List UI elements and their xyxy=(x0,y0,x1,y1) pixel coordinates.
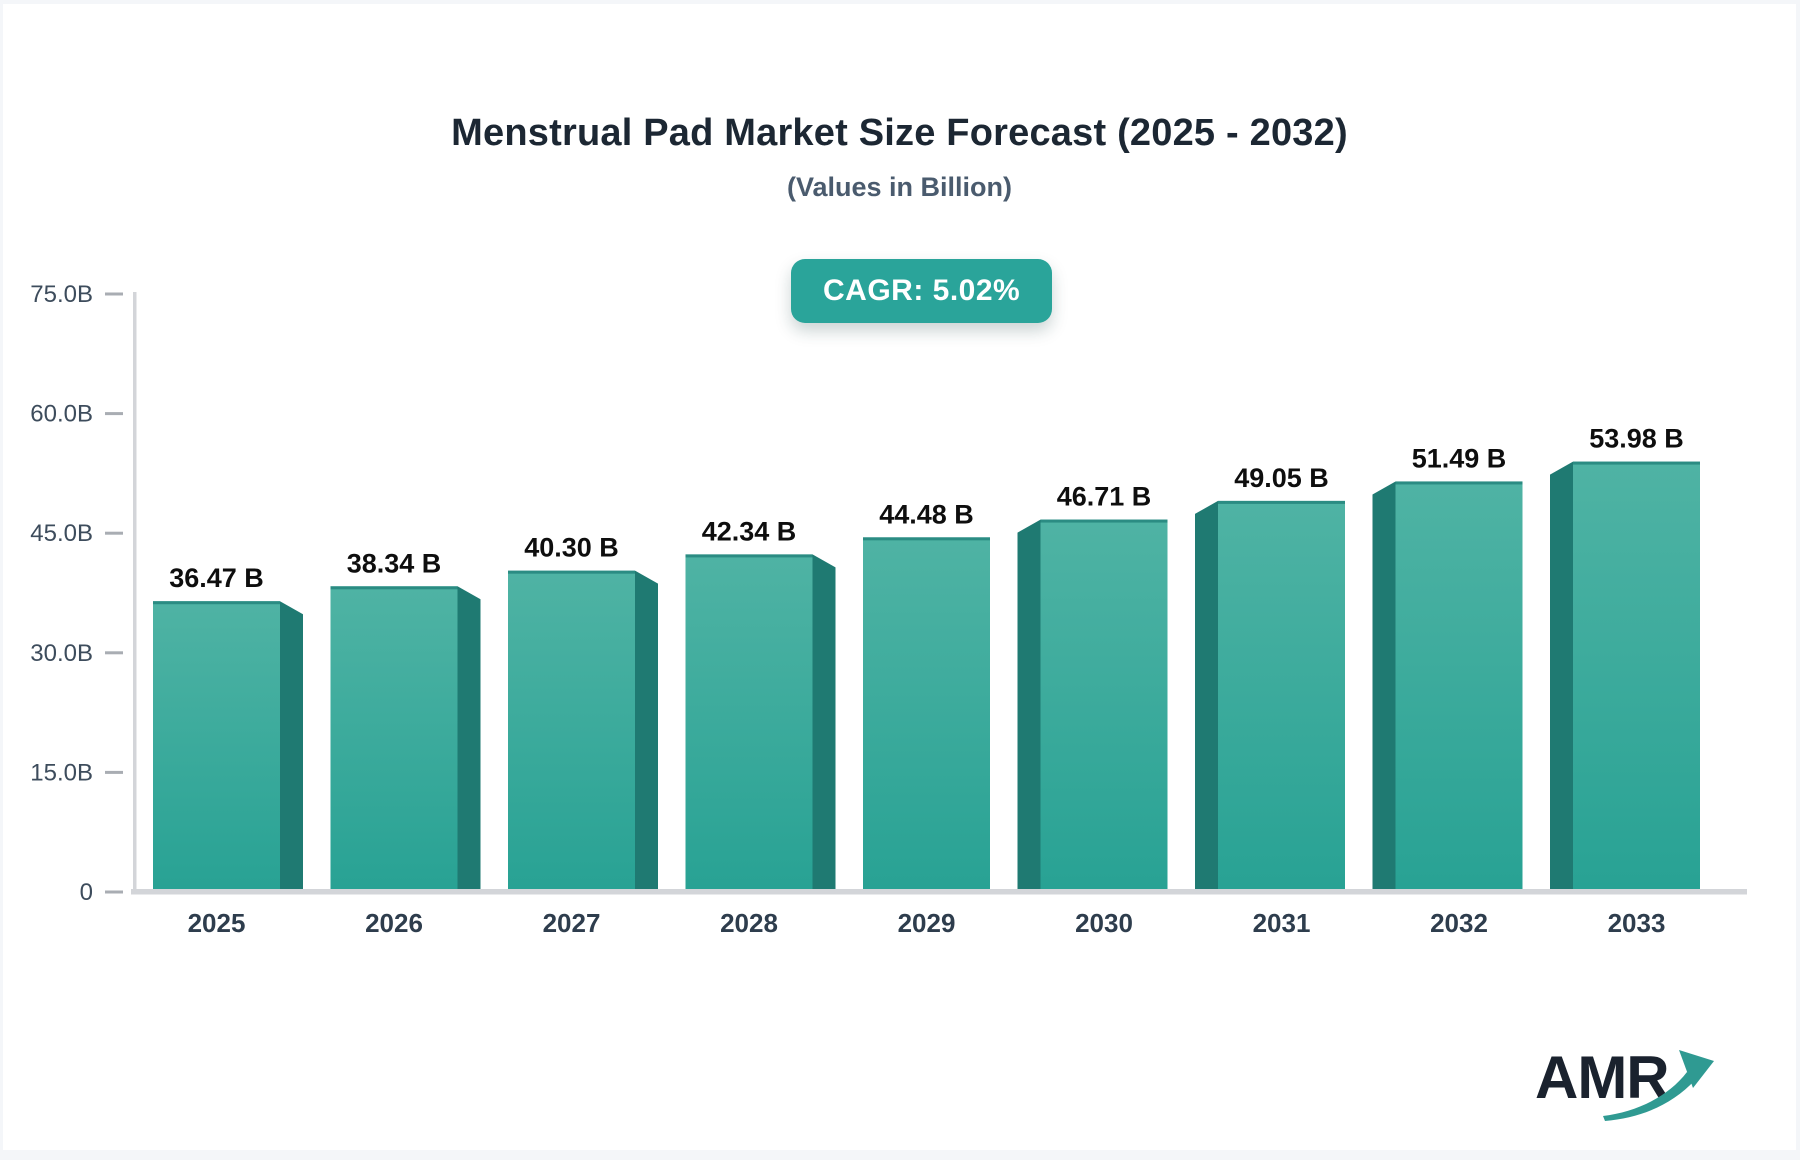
x-label-2033: 2033 xyxy=(1608,908,1666,938)
ytick-dash-60.0B xyxy=(105,412,123,415)
cagr-badge: CAGR: 5.02% xyxy=(791,259,1052,323)
bar-2025 xyxy=(153,601,280,890)
ytick-dash-15.0B xyxy=(105,771,123,774)
ytick-label-60.0B: 60.0B xyxy=(30,401,93,428)
bar-2028 xyxy=(686,554,813,890)
x-label-2025: 2025 xyxy=(188,908,246,938)
ytick-dash-30.0B xyxy=(105,651,123,654)
bar-side-2032 xyxy=(1373,481,1396,890)
x-label-2029: 2029 xyxy=(898,908,956,938)
ytick-dash-0 xyxy=(105,891,123,894)
amr-logo: AMR xyxy=(1535,1040,1725,1130)
growth-arrow-icon xyxy=(1601,1040,1717,1126)
bar-value-label-2027: 40.30 B xyxy=(524,533,619,563)
bar-top-edge-2032 xyxy=(1396,481,1523,484)
x-label-2032: 2032 xyxy=(1430,908,1488,938)
bar-2032 xyxy=(1396,481,1523,890)
bar-value-label-2025: 36.47 B xyxy=(169,563,264,593)
x-label-2027: 2027 xyxy=(543,908,601,938)
bar-2026 xyxy=(331,586,458,890)
bar-value-label-2032: 51.49 B xyxy=(1412,443,1507,473)
ytick-label-45.0B: 45.0B xyxy=(30,520,93,547)
bar-side-2027 xyxy=(635,571,658,890)
bar-side-2028 xyxy=(813,554,836,890)
x-label-2028: 2028 xyxy=(720,908,778,938)
chart-title: Menstrual Pad Market Size Forecast (2025… xyxy=(3,112,1796,155)
x-label-2026: 2026 xyxy=(365,908,423,938)
bar-top-edge-2025 xyxy=(153,601,280,604)
bar-2031 xyxy=(1218,501,1345,890)
bar-top-edge-2033 xyxy=(1573,462,1700,465)
bar-side-2030 xyxy=(1018,520,1041,890)
bar-top-edge-2030 xyxy=(1041,520,1168,523)
x-axis-line xyxy=(131,889,1747,895)
bar-value-label-2033: 53.98 B xyxy=(1589,424,1684,454)
bar-2029 xyxy=(863,537,990,890)
bar-side-2031 xyxy=(1195,501,1218,890)
ytick-dash-45.0B xyxy=(105,532,123,535)
bar-side-2033 xyxy=(1550,462,1573,890)
bar-2027 xyxy=(508,571,635,890)
bar-value-label-2030: 46.71 B xyxy=(1057,482,1152,512)
bar-side-2025 xyxy=(280,601,303,890)
bar-top-edge-2029 xyxy=(863,537,990,540)
bar-top-edge-2026 xyxy=(331,586,458,589)
ytick-dash-75.0B xyxy=(105,293,123,296)
bar-top-edge-2027 xyxy=(508,571,635,574)
bar-value-label-2029: 44.48 B xyxy=(879,499,974,529)
chart-subtitle: (Values in Billion) xyxy=(3,172,1796,203)
ytick-label-30.0B: 30.0B xyxy=(30,640,93,667)
bar-value-label-2028: 42.34 B xyxy=(702,516,797,546)
chart-card: 0 15.0B 30.0B 45.0B 60.0B 75.0B 36.47 B 2025 38.… xyxy=(3,4,1796,1150)
bar-2033 xyxy=(1573,462,1700,890)
bar-top-edge-2028 xyxy=(686,554,813,557)
y-axis-line xyxy=(133,292,137,894)
bar-value-label-2026: 38.34 B xyxy=(347,548,442,578)
x-label-2031: 2031 xyxy=(1253,908,1311,938)
ytick-label-15.0B: 15.0B xyxy=(30,759,93,786)
ytick-label-0: 0 xyxy=(80,879,93,906)
bar-2030 xyxy=(1041,520,1168,890)
ytick-label-75.0B: 75.0B xyxy=(30,281,93,308)
bar-value-label-2031: 49.05 B xyxy=(1234,463,1329,493)
x-label-2030: 2030 xyxy=(1075,908,1133,938)
bar-side-2026 xyxy=(458,586,481,890)
bar-top-edge-2031 xyxy=(1218,501,1345,504)
